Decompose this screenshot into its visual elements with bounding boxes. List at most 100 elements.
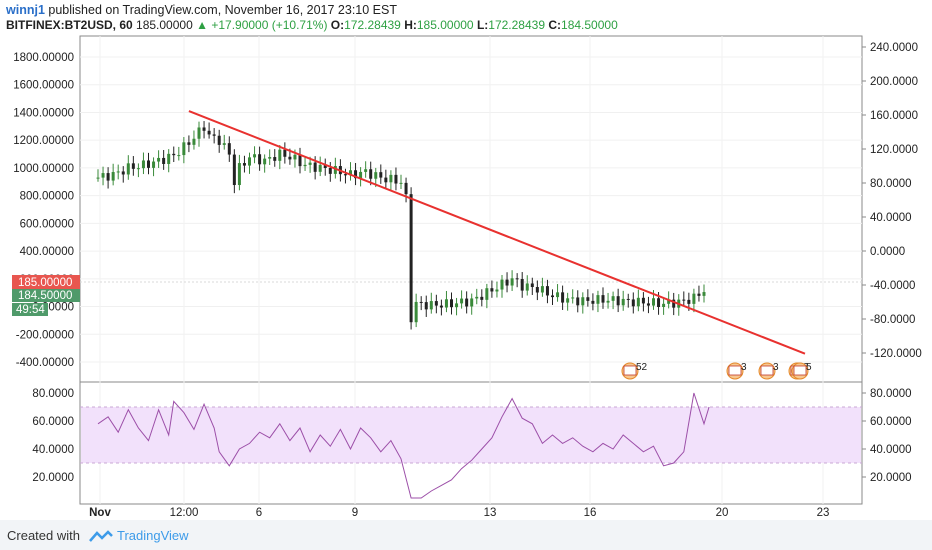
right-axis-tick: 80.0000 [870, 178, 912, 190]
candle-body [343, 174, 347, 176]
candle-body [470, 298, 474, 307]
candle-body [561, 292, 565, 303]
candle-body [177, 155, 181, 157]
candle-body [631, 299, 635, 307]
left-price-axis: 1800.00000 1600.00000 1400.00000 1200.00000… [13, 52, 74, 369]
candle-body [485, 288, 489, 300]
candle-body [192, 138, 196, 145]
close-label: C: [548, 18, 562, 32]
x-axis-tick: Nov [89, 507, 111, 519]
candle-body [682, 299, 686, 301]
candle-body [364, 169, 368, 172]
candle-body [308, 162, 312, 165]
candle-body [217, 135, 221, 145]
candle-body [450, 299, 453, 308]
candle-body [101, 173, 105, 178]
candle-body [147, 160, 150, 168]
candle-body [510, 278, 514, 286]
candle-body [141, 160, 145, 169]
publish-info: winnj1 published on TradingView.com, Nov… [6, 3, 397, 17]
candle-body [333, 166, 337, 174]
candle-body [131, 163, 135, 169]
x-axis-tick: 9 [352, 507, 358, 519]
x-axis-tick: 23 [817, 507, 830, 519]
candle-body [455, 303, 459, 308]
candle-body [323, 164, 327, 169]
candle-body [349, 170, 352, 176]
candle-body [369, 169, 373, 179]
candle-body [429, 301, 433, 310]
candle-body [581, 297, 585, 306]
candle-body [374, 172, 378, 179]
candle-body [636, 297, 640, 307]
tradingview-brand[interactable]: TradingView [117, 528, 189, 543]
us-flag-icon [760, 365, 774, 376]
right-axis-tick: 0.0000 [870, 246, 905, 258]
right-axis-tick: 200.0000 [870, 76, 918, 88]
candle-body [697, 293, 701, 296]
event-count: 5 [806, 362, 812, 373]
bar-timer-label: 49:54 [16, 304, 45, 316]
candle-body [227, 143, 231, 155]
candle-body [687, 299, 691, 304]
event-marker[interactable]: 3 [758, 362, 779, 380]
candle-body [389, 174, 393, 183]
candle-body [298, 154, 302, 167]
chart-header: winnj1 published on TradingView.com, Nov… [0, 0, 932, 34]
event-marker[interactable]: 52 [621, 362, 648, 380]
candle-body [111, 172, 115, 181]
candle-body [212, 134, 216, 136]
candle-body [379, 172, 383, 178]
x-axis-tick: 12:00 [170, 507, 199, 519]
candle-body [641, 297, 645, 304]
candle-body [419, 301, 423, 303]
candle-body [444, 299, 448, 308]
candle-body [556, 292, 560, 298]
candle-body [490, 288, 494, 292]
candle-body [475, 296, 479, 299]
candle-body [672, 299, 676, 308]
bid-price-label: 184.50000 [18, 290, 72, 302]
symbol-label[interactable]: BITFINEX:BT2USD, 60 [6, 18, 133, 32]
candle-body [439, 305, 443, 308]
left-axis-tick: 800.00000 [20, 191, 74, 203]
rsi-right-axis: 80.0000 60.0000 40.0000 20.0000 [862, 388, 912, 484]
candle-body [313, 162, 317, 172]
last-price-badge: 185.00000 [12, 275, 80, 289]
candle-body [258, 154, 262, 165]
candle-body [303, 164, 307, 167]
rsi-line [97, 392, 710, 499]
trendline[interactable] [188, 110, 806, 355]
candle-body [248, 157, 251, 166]
rsi-right-tick: 60.0000 [870, 416, 912, 428]
last-value: 185.00000 [136, 18, 193, 32]
rsi-left-tick: 40.0000 [32, 444, 74, 456]
event-marker[interactable]: 3 [726, 362, 747, 380]
event-markers[interactable]: 523335 [621, 362, 812, 380]
right-axis-tick: -120.0000 [870, 348, 922, 360]
right-axis-tick: 240.0000 [870, 42, 918, 54]
candle-body [293, 154, 297, 160]
rsi-right-tick: 40.0000 [870, 444, 912, 456]
candle-body [268, 157, 272, 159]
candle-body [495, 289, 499, 292]
candle-body [515, 278, 519, 280]
left-axis-tick: 600.00000 [20, 218, 74, 230]
candle-body [566, 298, 570, 303]
author-name[interactable]: winnj1 [6, 3, 45, 17]
candle-body [662, 303, 666, 308]
left-axis-tick: 1800.00000 [13, 52, 74, 64]
candle-body [606, 300, 610, 303]
candle-body [182, 142, 186, 156]
open-value: 172.28439 [344, 18, 401, 32]
candle-body [616, 296, 620, 306]
event-marker[interactable]: 5 [791, 362, 812, 380]
candle-body [167, 153, 171, 164]
rsi-band-lines [80, 406, 862, 464]
us-flag-icon [728, 365, 742, 376]
tradingview-logo-icon[interactable] [88, 529, 114, 543]
candle-body [424, 302, 428, 310]
left-axis-tick: 1000.00000 [13, 163, 74, 175]
candle-body [404, 182, 408, 195]
low-label: L: [476, 18, 489, 32]
